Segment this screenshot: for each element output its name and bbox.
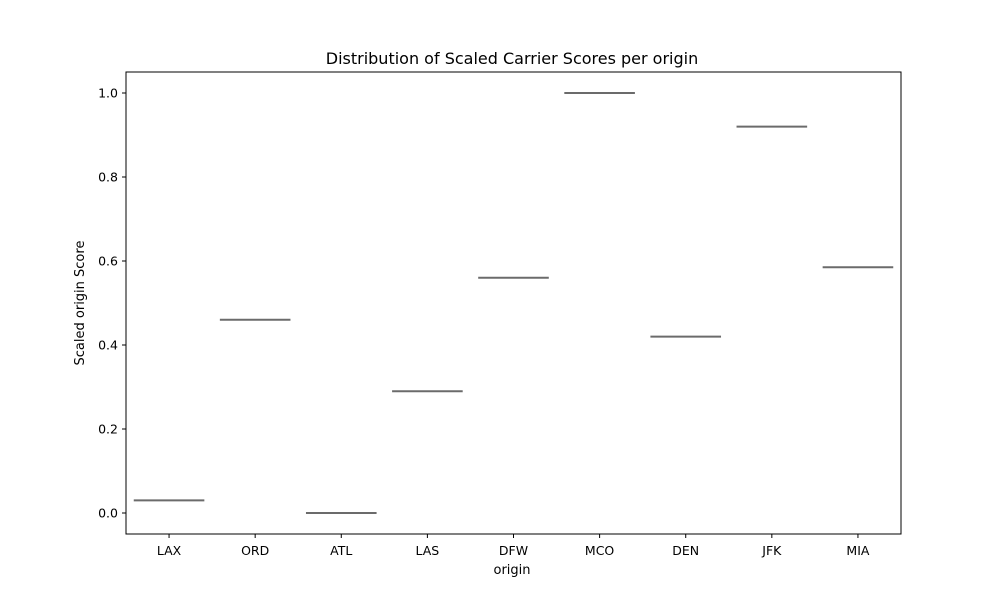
x-axis-label: origin bbox=[493, 563, 530, 578]
x-axis: LAX ORD ATL LAS DFW MCO DEN JFK MIA bbox=[157, 534, 870, 558]
x-tick-label: DEN bbox=[672, 543, 699, 558]
y-tick-label: 0.4 bbox=[98, 338, 118, 353]
x-tick-label: DFW bbox=[499, 543, 528, 558]
y-axis-label: Scaled origin Score bbox=[73, 241, 88, 366]
x-tick-label: LAS bbox=[416, 543, 440, 558]
x-tick-label: MCO bbox=[585, 543, 615, 558]
y-tick-label: 0.8 bbox=[98, 170, 118, 185]
chart-title: Distribution of Scaled Carrier Scores pe… bbox=[326, 49, 698, 68]
y-tick-label: 1.0 bbox=[98, 86, 118, 101]
y-tick-label: 0.0 bbox=[98, 506, 118, 521]
y-tick-label: 0.6 bbox=[98, 254, 118, 269]
x-tick-label: ATL bbox=[330, 543, 352, 558]
plot-frame bbox=[125, 71, 902, 535]
x-tick-label: LAX bbox=[157, 543, 182, 558]
x-tick-label: MIA bbox=[846, 543, 869, 558]
x-tick-label: ORD bbox=[241, 543, 269, 558]
y-tick-label: 0.2 bbox=[98, 422, 118, 437]
y-axis: 0.0 0.2 0.4 0.6 0.8 1.0 bbox=[98, 86, 126, 521]
box-marks bbox=[133, 92, 894, 514]
x-tick-label: JFK bbox=[761, 543, 782, 558]
